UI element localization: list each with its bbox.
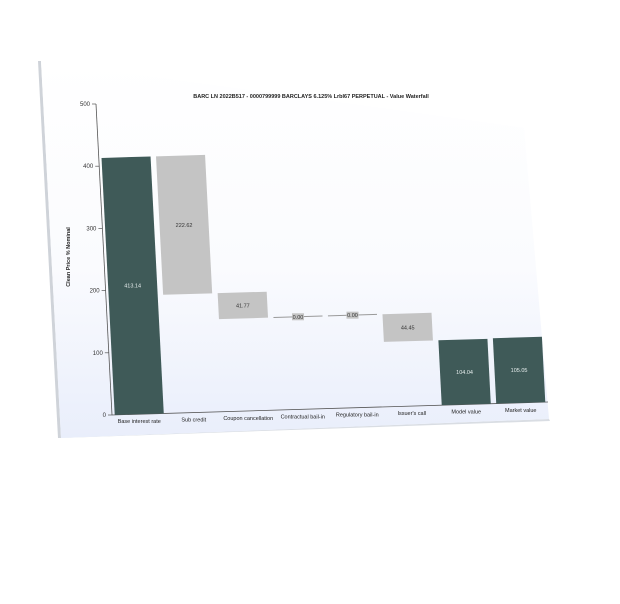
- chart-panel: [41, 61, 549, 438]
- y-tick-label: 200: [90, 289, 101, 295]
- x-category-label: Market value: [505, 408, 537, 414]
- y-tick-label: 400: [83, 164, 94, 170]
- data-label: 104.04: [456, 370, 473, 376]
- x-category-label: Coupon cancellation: [223, 416, 273, 422]
- data-label-bg: [346, 311, 359, 319]
- y-axis-label: Clean Price % Nominal: [66, 227, 72, 287]
- bars: 413.14 222.62 41.77 0.00 0.00 44.45 104.04 105.…: [101, 154, 546, 415]
- data-label: 413.14: [124, 284, 141, 290]
- data-label-bg: [291, 313, 304, 321]
- waterfall-bar: [217, 291, 269, 320]
- x-category-label: Base interest rate: [118, 419, 161, 425]
- data-label: 222.62: [176, 223, 193, 229]
- x-category-label: Contractual bail-in: [281, 414, 325, 420]
- y-axis-line: [95, 103, 113, 416]
- waterfall-bar: [156, 154, 213, 295]
- waterfall-bar: [492, 336, 546, 404]
- x-category-label: Model value: [451, 409, 481, 415]
- waterfall-bar: [438, 338, 491, 406]
- y-tick-label: 500: [80, 102, 91, 108]
- y-tick-label: 0: [103, 413, 107, 419]
- y-tick-label: 300: [86, 226, 97, 232]
- data-label: 0.00: [293, 315, 304, 321]
- x-category-label: Sub credit: [181, 418, 206, 424]
- y-ticks: 0 100 200 300 400 500: [80, 102, 112, 419]
- data-label: 0.00: [347, 313, 358, 319]
- x-category-labels: Base interest rate Sub credit Coupon cance…: [118, 408, 537, 425]
- waterfall-bar: [382, 312, 433, 342]
- x-category-label: Regulatory bail-in: [336, 413, 379, 419]
- waterfall-bar: [101, 156, 164, 415]
- data-label: 44.45: [401, 325, 415, 331]
- data-label: 105.05: [511, 368, 528, 374]
- data-label: 41.77: [236, 303, 250, 309]
- y-tick-label: 100: [93, 351, 104, 357]
- x-category-label: Issuer's call: [397, 411, 426, 417]
- chart-title: BARC LN 2022B517 - 0000799999 BARCLAYS 6…: [193, 94, 429, 100]
- panel-edge: [38, 61, 61, 438]
